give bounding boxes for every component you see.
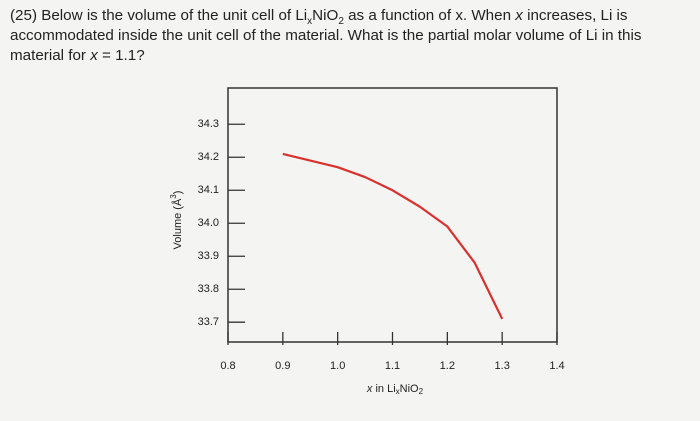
plot-frame xyxy=(227,87,558,343)
x-tick-label: 1.3 xyxy=(495,360,510,372)
question-text: = 1.1? xyxy=(97,47,145,64)
question-text: NiO xyxy=(312,7,339,24)
subscript: x xyxy=(307,16,313,28)
x-tick-label: 1.0 xyxy=(330,360,345,372)
y-axis-label: Volume (Å3) xyxy=(169,191,184,250)
x-tick-label: 1.4 xyxy=(549,360,564,372)
y-tick-label: 34.3 xyxy=(198,118,219,130)
x-label-text: in Li xyxy=(372,383,395,395)
y-tick-label: 34.2 xyxy=(198,151,219,163)
subscript: 2 xyxy=(338,16,344,28)
y-label-text: ) xyxy=(172,191,184,195)
question-text: increases, Li is accommodated inside the… xyxy=(10,7,642,64)
variable: x xyxy=(90,47,98,64)
x-label-var: x xyxy=(366,383,373,395)
y-tick-label: 34.0 xyxy=(198,217,219,229)
x-tick-label: 1.2 xyxy=(440,360,455,372)
x-tick-label: 1.1 xyxy=(385,360,400,372)
x-label-text: NiO xyxy=(400,383,419,395)
question-text: (25) Below is the volume of the unit cel… xyxy=(10,7,308,24)
y-tick-label: 33.7 xyxy=(198,316,219,328)
y-label-text: Volume (Å xyxy=(171,198,184,249)
variable: x xyxy=(515,7,523,24)
y-tick-label: 33.8 xyxy=(198,283,219,295)
x-label-sub: 2 xyxy=(419,387,424,396)
y-tick-label: 34.1 xyxy=(198,184,219,196)
x-axis-label: x in LixNiO2 xyxy=(366,383,424,396)
y-label-sup: 3 xyxy=(169,194,178,199)
x-tick-label: 0.9 xyxy=(275,360,290,372)
x-label-sub: x xyxy=(396,387,400,396)
data-line xyxy=(282,152,504,320)
y-tick-label: 33.9 xyxy=(198,250,219,262)
question-text: as a function of x. When xyxy=(343,7,516,24)
question: (25) Below is the volume of the unit cel… xyxy=(10,6,695,66)
x-tick-label: 0.8 xyxy=(220,360,235,372)
